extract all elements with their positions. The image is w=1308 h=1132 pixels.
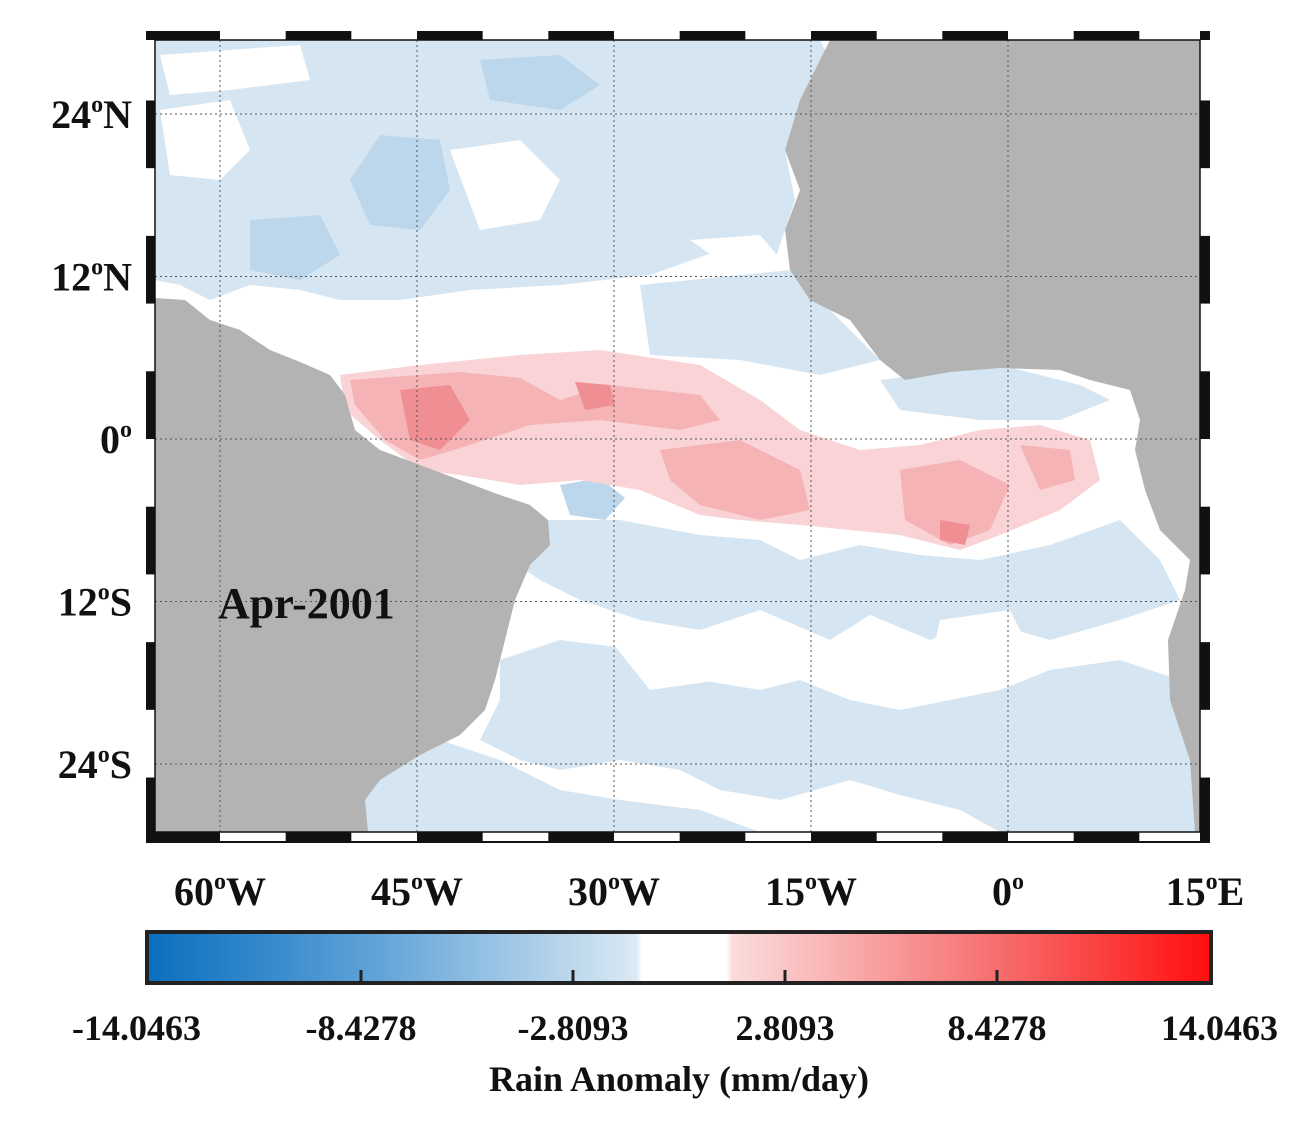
colorbar <box>149 934 1209 981</box>
land-masses <box>155 40 1200 832</box>
panel-label: Apr-2001 <box>218 579 395 628</box>
lon-label: 45oW <box>371 869 463 914</box>
colorbar-tick-label: 2.8093 <box>736 1008 835 1048</box>
lat-label: 12oS <box>58 580 132 625</box>
latitude-labels: 24oN 12oN 0o 12oS 24oS <box>51 92 132 787</box>
lat-label: 24oS <box>58 742 132 787</box>
lat-label: 0o <box>100 417 132 462</box>
lon-label: 60oW <box>174 869 266 914</box>
colorbar-ticks: -14.0463 -8.4278 -2.8093 2.8093 8.4278 14.046… <box>72 970 1278 1048</box>
colorbar-tick-label: 14.0463 <box>1161 1008 1278 1048</box>
frame-ticks <box>146 31 1210 841</box>
negative-anomaly-cores <box>250 55 625 520</box>
colorbar-tick-label: 8.4278 <box>948 1008 1047 1048</box>
longitude-labels: 60oW 45oW 30oW 15oW 0o 15oE <box>174 869 1244 914</box>
map-content <box>155 40 1200 832</box>
south-america-landmass <box>155 298 550 832</box>
lon-label: 15oW <box>765 869 857 914</box>
gridlines <box>155 40 1200 832</box>
colorbar-tick-label: -8.4278 <box>306 1008 417 1048</box>
near-zero-regions <box>160 45 1030 700</box>
lon-label: 0o <box>992 869 1024 914</box>
lat-label: 24oN <box>51 92 132 137</box>
lon-label: 15oE <box>1166 869 1245 914</box>
colorbar-tick-label: -2.8093 <box>518 1008 629 1048</box>
lat-label: 12oN <box>51 255 132 300</box>
colorbar-label: Rain Anomaly (mm/day) <box>489 1059 869 1099</box>
colorbar-tick-label: -14.0463 <box>72 1008 201 1048</box>
lon-label: 30oW <box>568 869 660 914</box>
africa-landmass <box>785 40 1200 832</box>
